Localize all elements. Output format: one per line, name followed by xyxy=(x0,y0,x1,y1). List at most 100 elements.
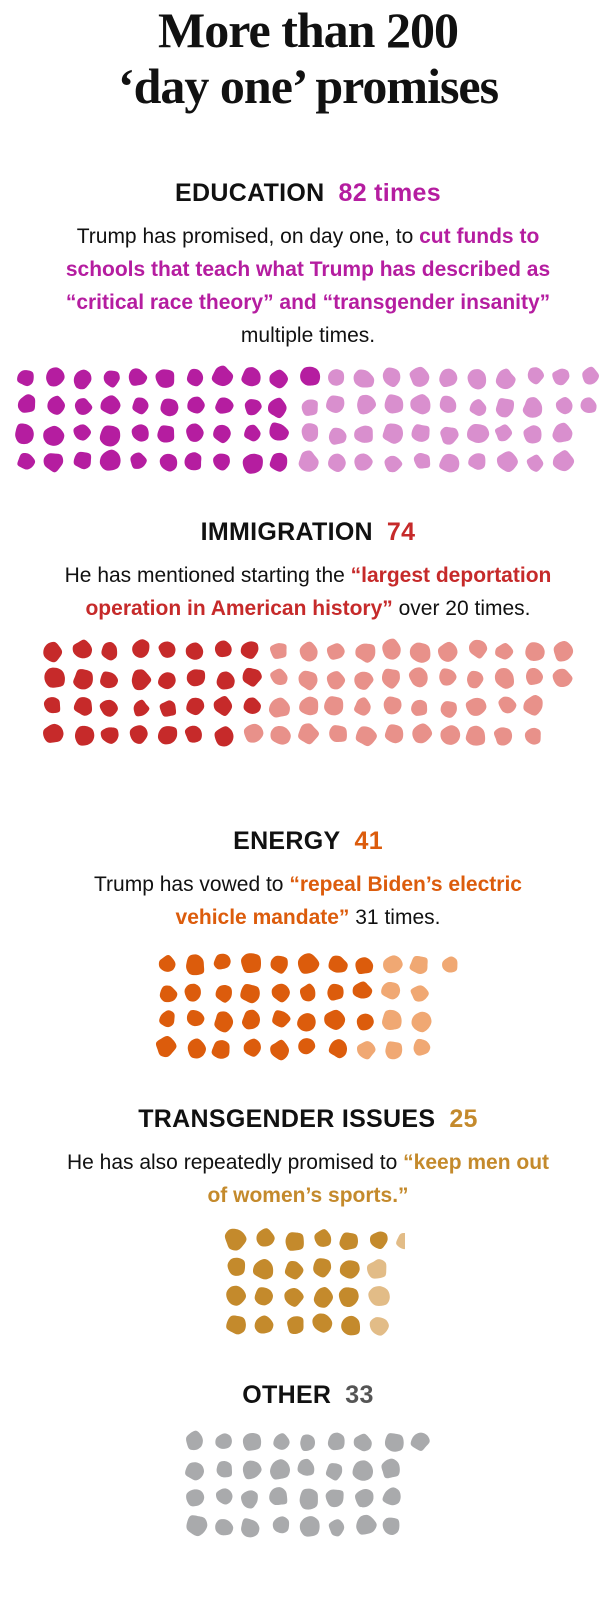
dot xyxy=(439,453,460,473)
highlighted-dot xyxy=(128,368,148,386)
section-heading: IMMIGRATION 74 xyxy=(0,517,616,547)
dot xyxy=(437,641,458,662)
dot xyxy=(411,699,428,716)
dot xyxy=(413,1038,431,1056)
highlighted-dot xyxy=(186,423,204,442)
dot-grid xyxy=(12,362,604,478)
highlighted-dot xyxy=(226,1285,247,1306)
dot xyxy=(381,668,400,689)
description-highlight: “largest deportation operation in Americ… xyxy=(85,564,552,620)
highlighted-dot xyxy=(299,983,316,1002)
highlighted-dot xyxy=(211,1040,230,1059)
dot xyxy=(409,956,428,975)
highlighted-dot xyxy=(328,955,348,973)
dot xyxy=(298,670,318,691)
dot xyxy=(354,453,373,471)
highlighted-dot xyxy=(132,397,149,415)
highlighted-dot xyxy=(369,1231,388,1250)
section-heading: TRANSGENDER ISSUES 25 xyxy=(0,1104,616,1134)
dot xyxy=(498,696,517,714)
highlighted-dot xyxy=(244,399,262,416)
highlighted-dot xyxy=(186,954,205,976)
highlighted-dot xyxy=(211,365,234,387)
highlighted-dot xyxy=(129,725,148,744)
dot xyxy=(297,1458,315,1476)
highlighted-dot xyxy=(74,398,93,415)
highlighted-dot xyxy=(327,983,344,1001)
section-immigration: IMMIGRATION 74 He has mentioned starting … xyxy=(0,517,616,751)
dot xyxy=(468,453,486,470)
dot xyxy=(552,450,575,472)
category-label: TRANSGENDER ISSUES xyxy=(138,1105,436,1133)
highlighted-dot xyxy=(313,1287,334,1308)
category-count: 82 times xyxy=(338,179,441,207)
highlighted-dot xyxy=(73,669,93,690)
dot xyxy=(552,422,573,443)
highlighted-dot xyxy=(186,368,204,387)
dot xyxy=(301,423,319,442)
highlighted-dot xyxy=(131,424,149,442)
dot xyxy=(523,694,543,716)
dot xyxy=(384,724,404,744)
highlighted-dot xyxy=(47,395,66,415)
highlighted-dot xyxy=(187,396,205,414)
dot xyxy=(465,725,486,746)
dot xyxy=(366,1259,387,1279)
highlighted-dot xyxy=(339,1232,358,1250)
dot xyxy=(553,641,574,662)
dot xyxy=(465,697,487,716)
highlighted-dot xyxy=(17,394,36,413)
highlighted-dot xyxy=(254,1287,273,1306)
dot xyxy=(439,368,458,388)
highlighted-dot xyxy=(215,397,234,414)
highlighted-dot xyxy=(159,453,178,472)
dot xyxy=(299,641,318,662)
highlighted-dot xyxy=(313,1258,332,1278)
highlighted-dot xyxy=(132,639,150,658)
dot xyxy=(522,397,543,418)
highlighted-dot xyxy=(43,453,64,473)
dot xyxy=(241,1518,260,1538)
highlighted-dot xyxy=(184,725,202,743)
description-highlight: “keep men out of women’s sports.” xyxy=(207,1151,550,1207)
dot xyxy=(299,1516,320,1537)
highlighted-dot xyxy=(298,1038,316,1055)
dot xyxy=(325,1489,344,1508)
dot xyxy=(368,1286,390,1306)
highlighted-dot xyxy=(157,726,178,745)
dot xyxy=(496,451,518,473)
dot xyxy=(328,369,345,386)
highlighted-dot xyxy=(339,1260,360,1279)
highlighted-dot xyxy=(242,667,262,687)
dot-grid xyxy=(184,1426,432,1542)
dot xyxy=(270,668,288,685)
category-description: Trump has vowed to “repeal Biden’s elect… xyxy=(0,868,616,934)
dot xyxy=(467,423,490,443)
dot xyxy=(527,367,545,385)
dot xyxy=(495,368,516,390)
dot xyxy=(467,670,484,689)
dot xyxy=(383,696,402,715)
dot xyxy=(412,723,433,744)
dot xyxy=(356,1514,377,1535)
dot xyxy=(524,727,541,745)
dot-grid-svg xyxy=(43,638,574,747)
dot xyxy=(186,1515,208,1537)
highlighted-dot xyxy=(130,452,147,469)
highlighted-dot xyxy=(213,953,231,970)
dot xyxy=(301,399,318,416)
section-heading: OTHER 33 xyxy=(0,1380,616,1410)
category-count: 74 xyxy=(386,518,416,546)
highlighted-dot xyxy=(241,953,261,974)
highlighted-dot xyxy=(99,425,121,447)
description-text: Trump has vowed to xyxy=(94,873,290,896)
highlighted-dot xyxy=(101,641,118,661)
dot xyxy=(272,1516,290,1534)
highlighted-dot xyxy=(240,641,259,659)
dot xyxy=(439,395,457,413)
highlighted-dot xyxy=(213,424,231,444)
dot xyxy=(269,1487,288,1506)
dot xyxy=(555,396,573,415)
dot xyxy=(241,1490,258,1509)
highlighted-dot xyxy=(241,1009,260,1030)
